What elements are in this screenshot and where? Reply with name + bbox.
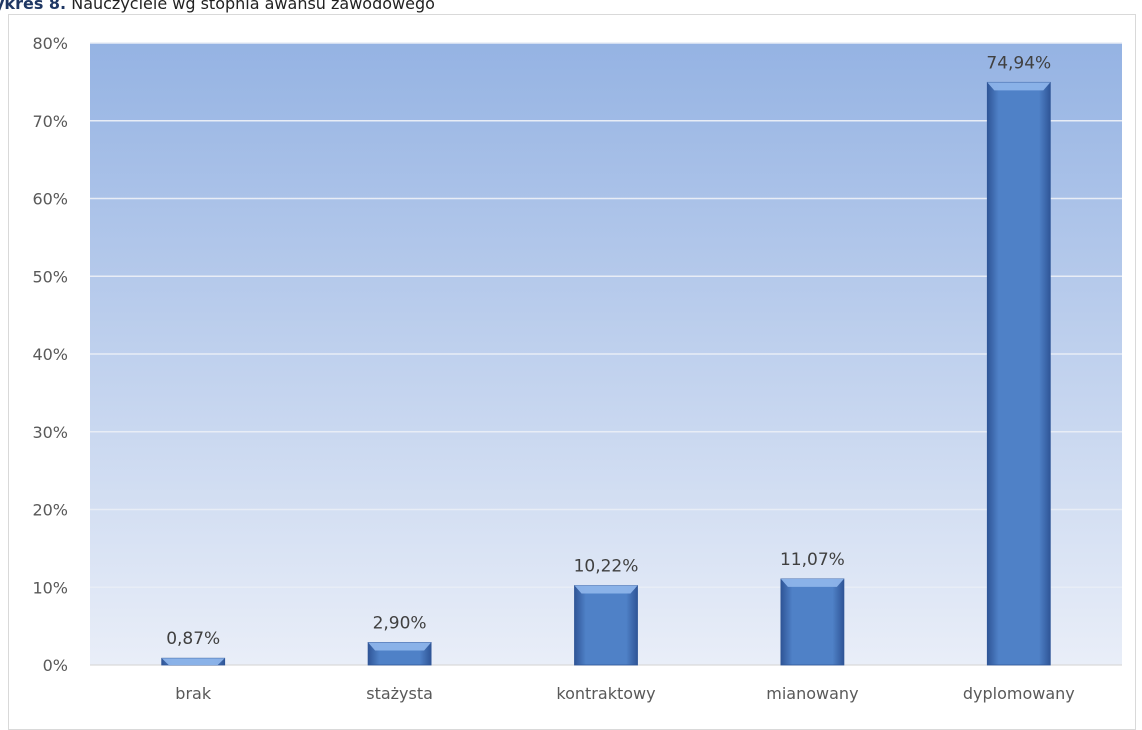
data-label: 74,94% (986, 53, 1051, 73)
y-tick-label: 50% (32, 267, 68, 286)
y-tick-label: 0% (43, 656, 68, 675)
bar (367, 642, 432, 666)
y-tick-label: 70% (32, 112, 68, 131)
data-label: 2,90% (373, 613, 427, 633)
caption-lead: ykres 8. (0, 0, 67, 13)
x-tick-label: brak (175, 684, 212, 703)
y-tick-label: 20% (32, 501, 68, 520)
x-tick-label: mianowany (766, 684, 858, 703)
y-tick-label: 60% (32, 190, 68, 209)
x-tick-label: dyplomowany (963, 684, 1075, 703)
data-labels: 0,87% 2,90% 10,22% 11,07% 74,94% (166, 53, 1051, 649)
x-tick-label: kontraktowy (556, 684, 655, 703)
bar (574, 585, 638, 666)
y-tick-label: 10% (32, 578, 68, 597)
bar (161, 657, 226, 666)
chart-caption: ykres 8. Nauczyciele wg stopnia awansu z… (0, 0, 435, 16)
y-axis-tick-labels: 0% 10% 20% 30% 40% 50% 60% 70% 80% (32, 34, 68, 675)
y-tick-label: 30% (32, 423, 68, 442)
bar (780, 578, 845, 666)
data-label: 10,22% (574, 557, 639, 577)
x-axis-tick-labels: brak stażysta kontraktowy mianowany dyplomow… (175, 684, 1074, 703)
x-tick-label: stażysta (366, 684, 433, 703)
bars (161, 81, 1051, 666)
y-tick-label: 80% (32, 34, 68, 53)
y-tick-label: 40% (32, 345, 68, 364)
data-label: 0,87% (166, 629, 220, 649)
bar (986, 81, 1051, 666)
caption-text: Nauczyciele wg stopnia awansu zawodowego (71, 0, 435, 13)
data-label: 11,07% (780, 550, 845, 570)
